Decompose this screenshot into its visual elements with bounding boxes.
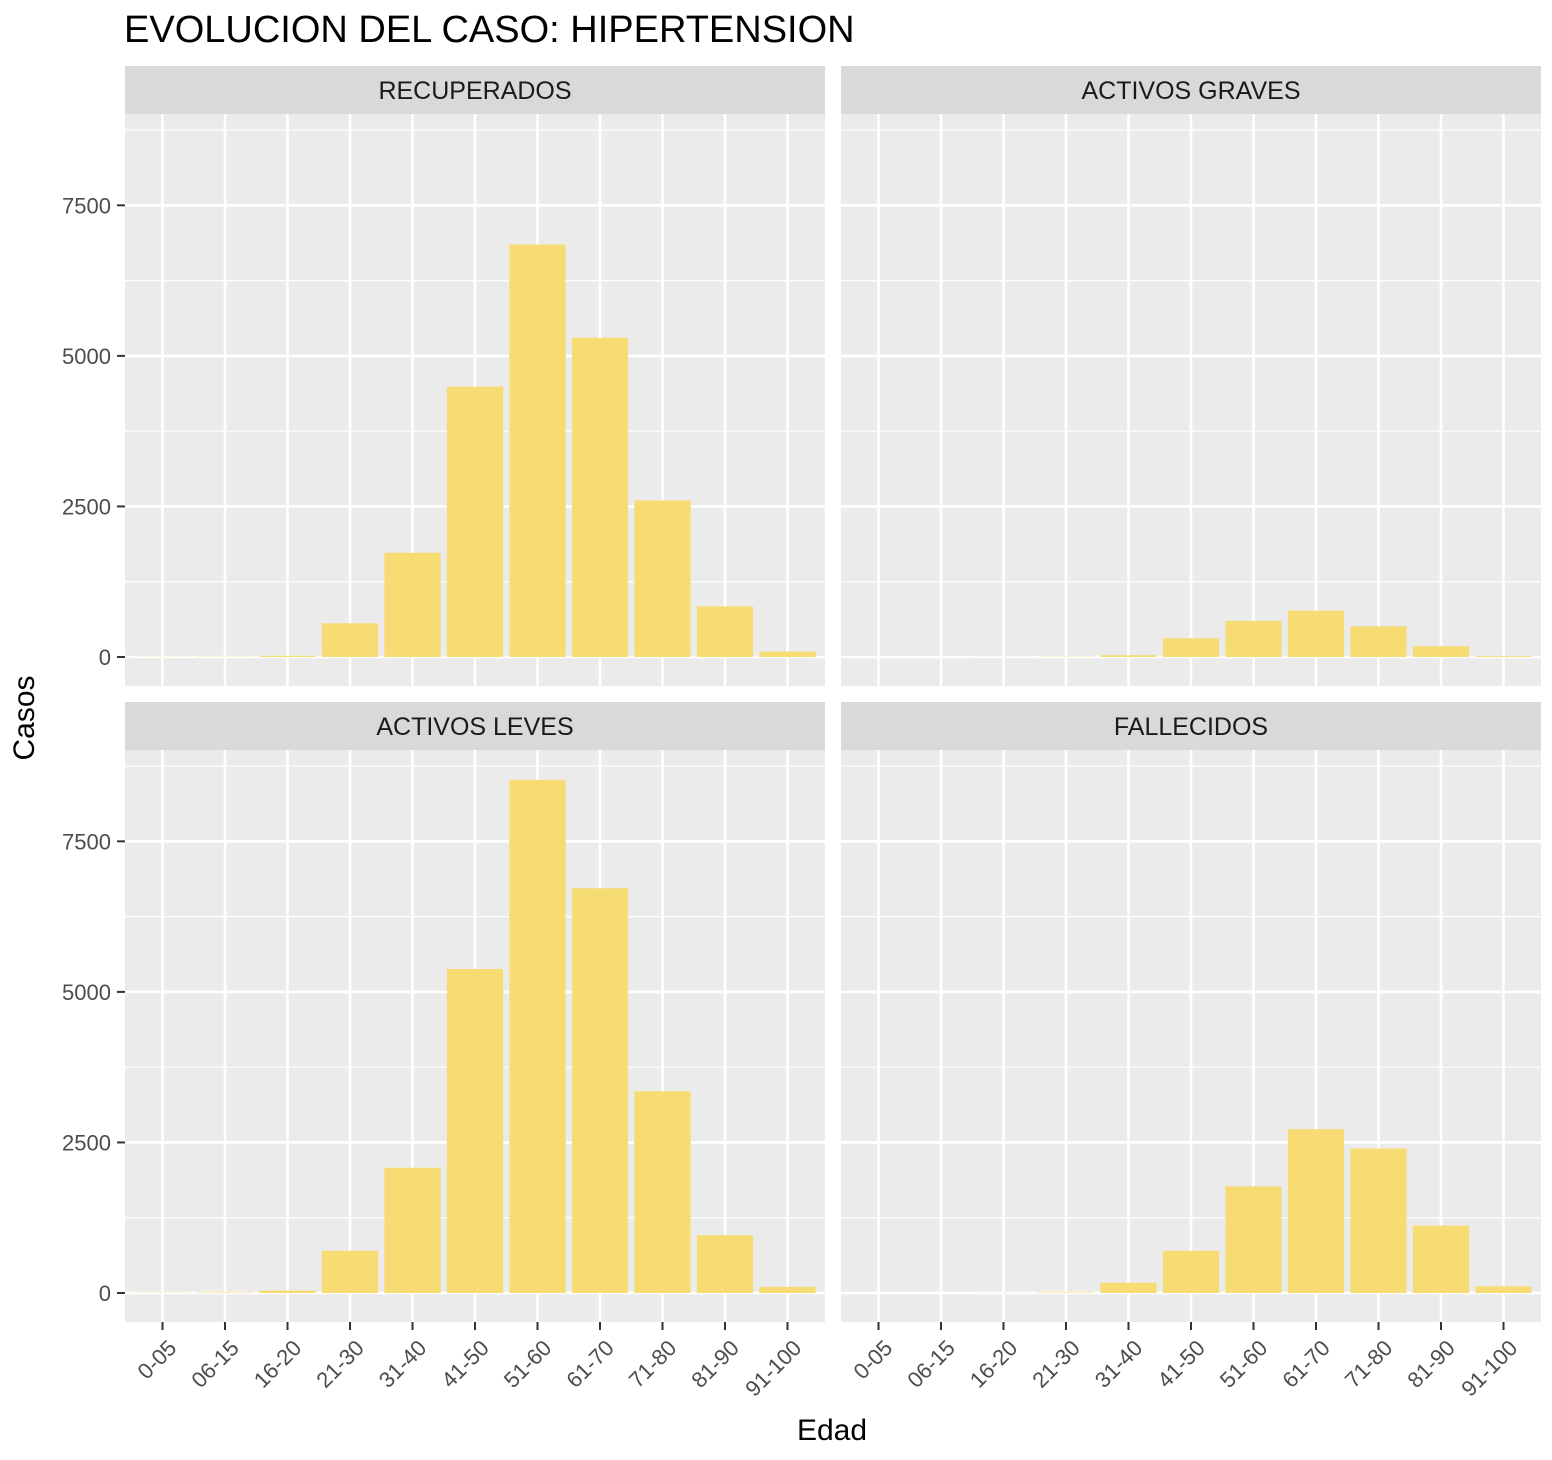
bar-21-30 bbox=[321, 623, 379, 657]
bar-51-60 bbox=[1225, 620, 1282, 657]
bar-31-40 bbox=[1100, 1282, 1157, 1293]
bar-81-90 bbox=[1412, 646, 1470, 657]
panel-fallecidos: FALLECIDOS 0-05 06-15 16-20 21-30 31-40 41-50 5… bbox=[841, 702, 1541, 1401]
x-tick-label: 51-60 bbox=[1215, 1335, 1272, 1392]
facet-strip bbox=[125, 702, 825, 750]
facet-strip bbox=[125, 66, 825, 114]
x-tick-label: 71-80 bbox=[1340, 1335, 1397, 1392]
bar-71-80 bbox=[1350, 626, 1407, 657]
facet-label: FALLECIDOS bbox=[1114, 713, 1268, 741]
panels: RECUPERADOS 0 2500 5000 7500 ACTIVOS GRAVES AC… bbox=[62, 66, 1541, 1401]
y-tick-label: 7500 bbox=[62, 829, 111, 854]
bar-81-90 bbox=[696, 1235, 754, 1293]
bar-31-40 bbox=[384, 552, 441, 657]
bar-71-80 bbox=[634, 1091, 691, 1293]
bar-81-90 bbox=[696, 606, 754, 657]
y-tick-label: 2500 bbox=[62, 494, 111, 519]
bar-71-80 bbox=[634, 500, 691, 657]
y-tick-label: 2500 bbox=[62, 1130, 111, 1155]
bar-31-40 bbox=[1100, 655, 1157, 657]
bar-21-30 bbox=[321, 1250, 379, 1293]
x-tick-label: 06-15 bbox=[902, 1335, 959, 1392]
y-tick-label: 5000 bbox=[62, 980, 111, 1005]
x-tick-label: 06-15 bbox=[186, 1335, 243, 1392]
x-tick-label: 91-100 bbox=[740, 1335, 806, 1401]
bar-21-30 bbox=[1037, 1292, 1095, 1293]
bar-61-70 bbox=[571, 337, 629, 657]
chart-title: EVOLUCION DEL CASO: HIPERTENSION bbox=[124, 9, 855, 51]
x-tick-label: 81-90 bbox=[686, 1335, 743, 1392]
bar-41-50 bbox=[446, 969, 504, 1293]
x-tick-label: 0-05 bbox=[133, 1335, 182, 1384]
bar-51-60 bbox=[1225, 1186, 1282, 1293]
x-tick-label: 41-50 bbox=[1152, 1335, 1209, 1392]
bar-51-60 bbox=[509, 779, 566, 1293]
bar-61-70 bbox=[571, 888, 629, 1293]
bar-61-70 bbox=[1287, 610, 1345, 657]
facet-strip bbox=[841, 66, 1541, 114]
x-tick-label: 61-70 bbox=[1277, 1335, 1334, 1392]
panel-activos-graves: ACTIVOS GRAVES bbox=[841, 66, 1541, 686]
x-tick-label: 51-60 bbox=[499, 1335, 556, 1392]
y-tick-label: 0 bbox=[99, 645, 111, 670]
bar-51-60 bbox=[509, 244, 566, 657]
y-tick-label: 7500 bbox=[62, 193, 111, 218]
bar-16-20 bbox=[259, 1290, 316, 1293]
bar-41-50 bbox=[1162, 1250, 1220, 1293]
x-tick-label: 16-20 bbox=[965, 1335, 1022, 1392]
x-tick-label: 81-90 bbox=[1402, 1335, 1459, 1392]
bar-91-100 bbox=[759, 1286, 816, 1293]
y-tick-label: 0 bbox=[99, 1281, 111, 1306]
facet-strip bbox=[841, 702, 1541, 750]
bar-16-20 bbox=[259, 655, 316, 657]
bar-06-15 bbox=[196, 1292, 254, 1293]
x-tick-label: 16-20 bbox=[249, 1335, 306, 1392]
x-tick-label: 0-05 bbox=[849, 1335, 898, 1384]
x-tick-label: 31-40 bbox=[374, 1335, 431, 1392]
x-tick-label: 31-40 bbox=[1090, 1335, 1147, 1392]
bar-91-100 bbox=[1475, 1286, 1532, 1293]
x-tick-label: 61-70 bbox=[561, 1335, 618, 1392]
bar-91-100 bbox=[759, 651, 816, 657]
facet-label: RECUPERADOS bbox=[378, 77, 571, 105]
facet-label: ACTIVOS GRAVES bbox=[1081, 77, 1300, 105]
facet-label: ACTIVOS LEVES bbox=[376, 713, 573, 741]
bar-81-90 bbox=[1412, 1225, 1470, 1293]
x-tick-label: 71-80 bbox=[624, 1335, 681, 1392]
panel-recuperados: RECUPERADOS 0 2500 5000 7500 bbox=[62, 66, 825, 686]
bar-31-40 bbox=[384, 1167, 441, 1293]
y-tick-label: 5000 bbox=[62, 344, 111, 369]
x-tick-label: 41-50 bbox=[436, 1335, 493, 1392]
x-tick-label: 91-100 bbox=[1456, 1335, 1522, 1401]
x-tick-label: 21-30 bbox=[311, 1335, 368, 1392]
panel-activos-leves: ACTIVOS LEVES 0 2500 5000 7500 0-05 06-15 16-20… bbox=[62, 702, 825, 1401]
y-axis-title: Casos bbox=[8, 675, 41, 760]
bar-41-50 bbox=[1162, 638, 1220, 657]
bar-71-80 bbox=[1350, 1148, 1407, 1293]
x-axis-title: Edad bbox=[797, 1414, 867, 1447]
bar-41-50 bbox=[446, 386, 504, 657]
bar-91-100 bbox=[1475, 656, 1532, 657]
x-tick-label: 21-30 bbox=[1027, 1335, 1084, 1392]
bar-61-70 bbox=[1287, 1129, 1345, 1293]
